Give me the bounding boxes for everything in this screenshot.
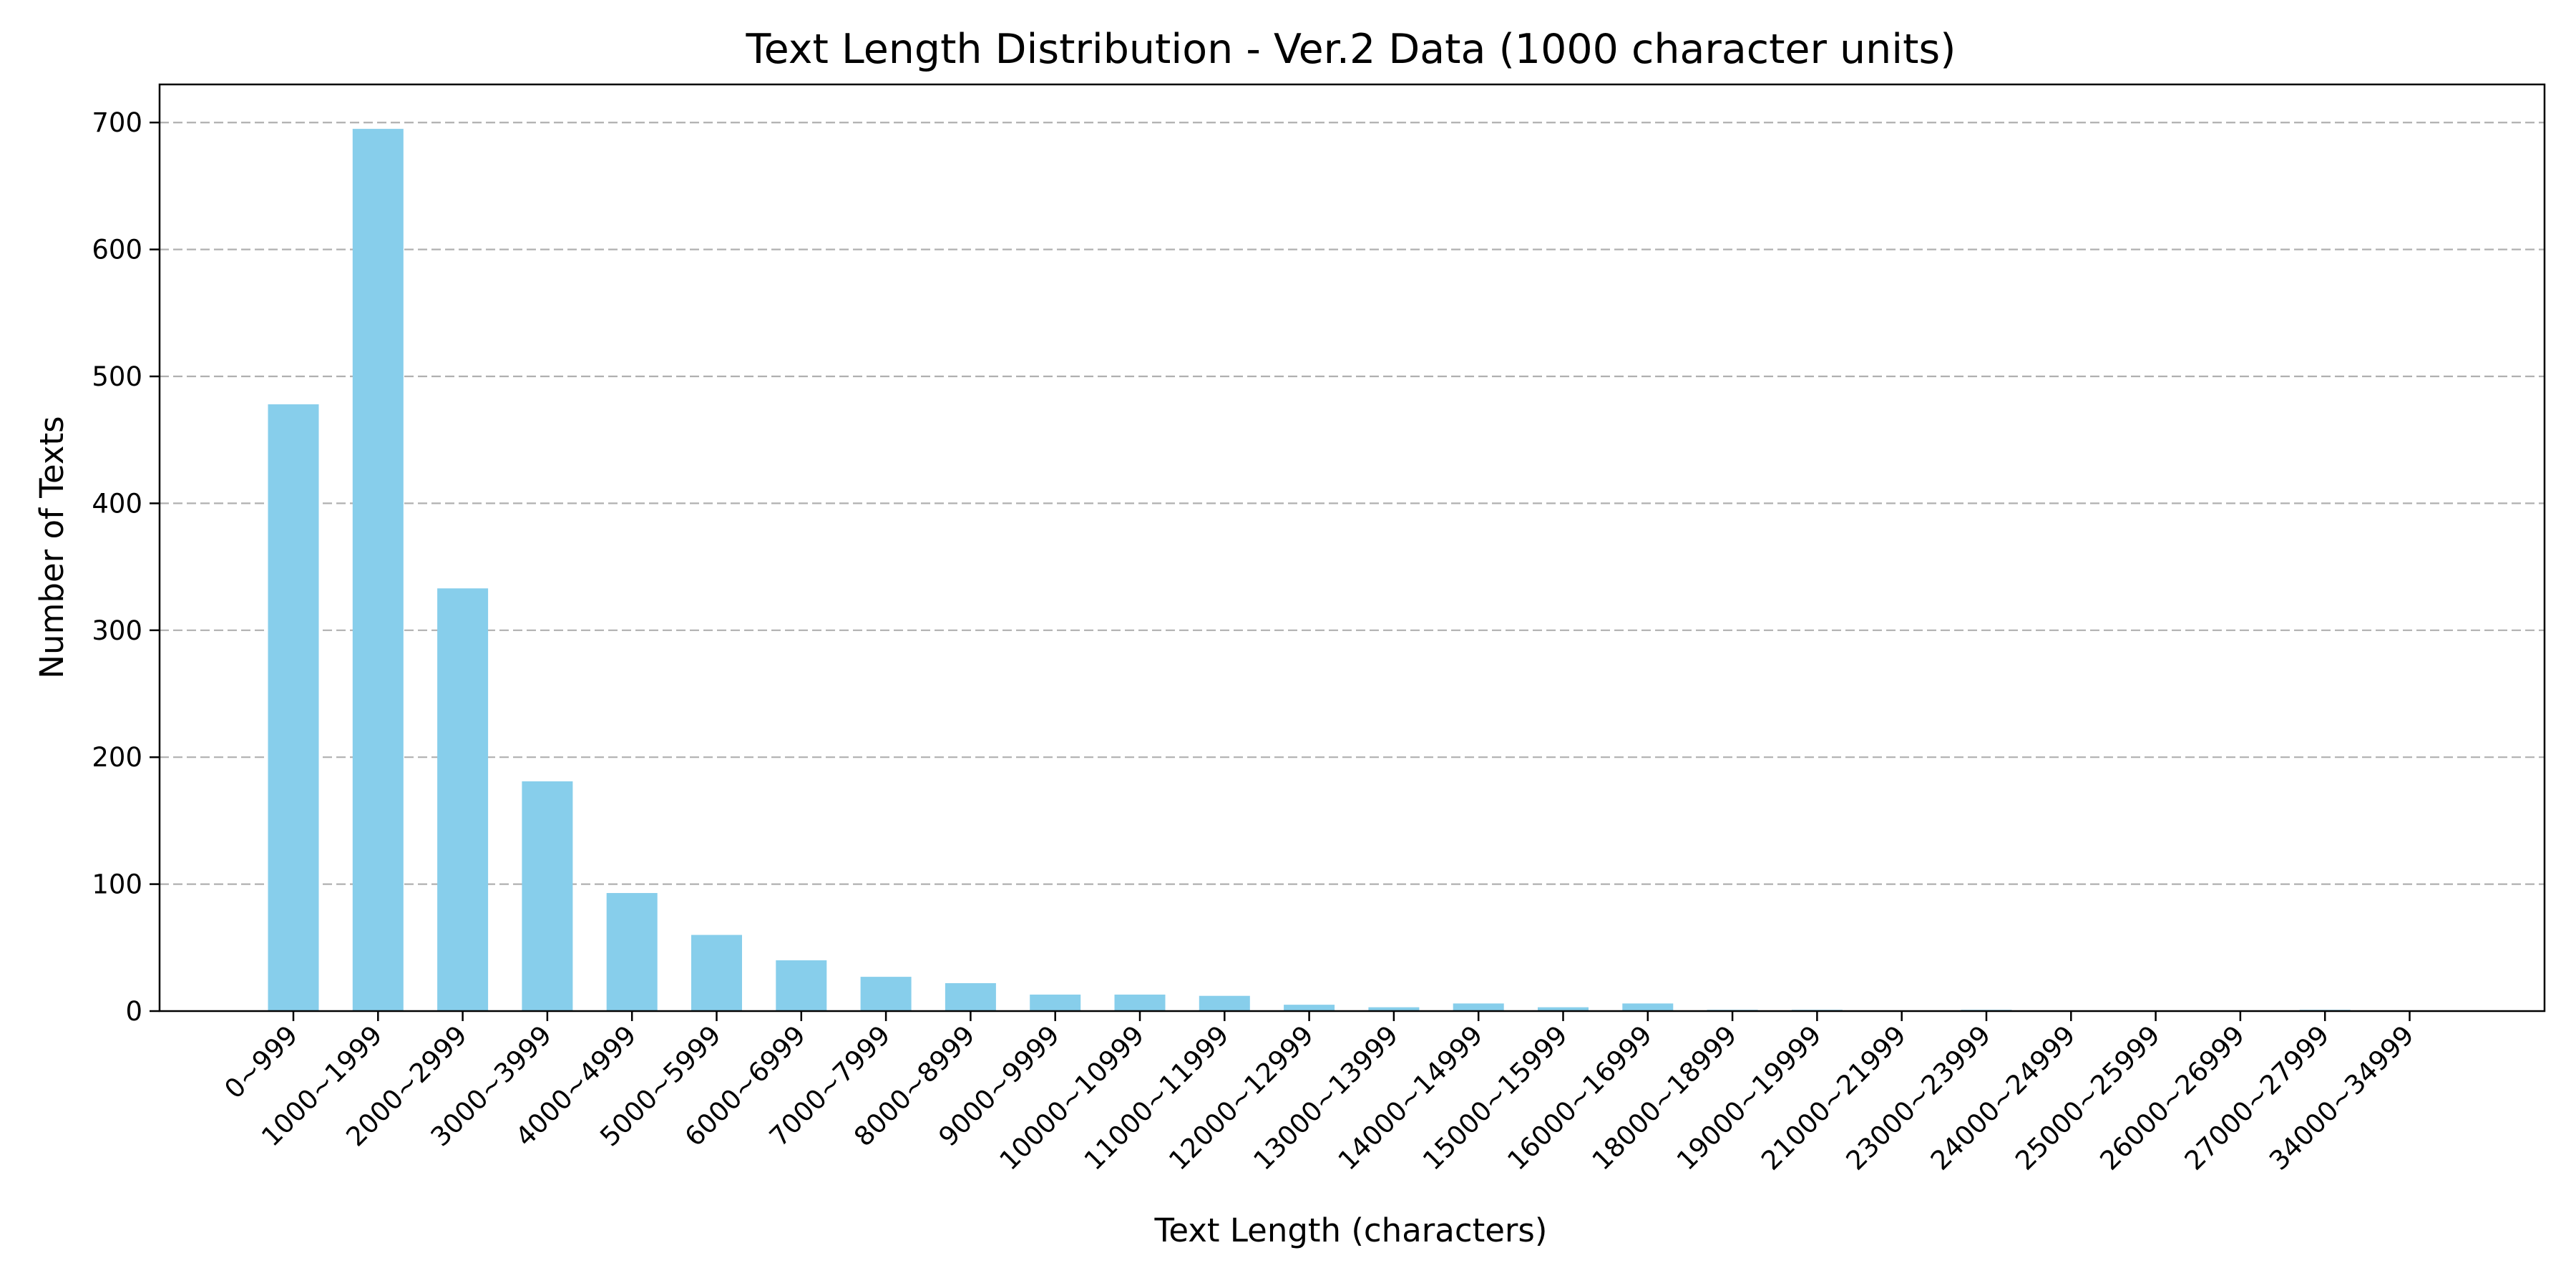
y-tick-label: 100 [92, 869, 142, 900]
x-tick-label: 26000~26999 [2094, 1020, 2250, 1176]
y-axis-label: Number of Texts [33, 416, 71, 678]
x-tick-label: 12000~12999 [1163, 1020, 1319, 1176]
x-tick-label: 13000~13999 [1247, 1020, 1404, 1176]
bar [1199, 995, 1250, 1011]
bar [776, 960, 827, 1011]
x-tick-label: 14000~14999 [1332, 1020, 1489, 1176]
bar [1368, 1007, 1420, 1011]
x-tick-label: 15000~15999 [1417, 1020, 1574, 1176]
gridlines [160, 122, 2545, 885]
bar [1284, 1005, 1335, 1011]
bar [945, 982, 996, 1011]
bar [522, 781, 573, 1011]
bar [1538, 1007, 1589, 1011]
y-axis: 0 100 200 300 400 500 600 700 [92, 107, 160, 1027]
x-tick-label: 23000~23999 [1840, 1020, 1997, 1176]
bar [1030, 994, 1081, 1011]
x-tick-label: 24000~24999 [1925, 1020, 2082, 1176]
bar [437, 588, 489, 1011]
bar [691, 935, 742, 1011]
x-tick-label: 21000~21999 [1755, 1020, 1912, 1176]
chart-title: Text Length Distribution - Ver.2 Data (1… [746, 26, 1956, 73]
y-tick-label: 200 [92, 742, 142, 773]
x-tick-label: 19000~19999 [1671, 1020, 1828, 1176]
bars [268, 129, 2351, 1012]
x-axis: 0~9991000~19992000~29993000~39994000~499… [218, 1011, 2420, 1176]
bar [1453, 1003, 1504, 1011]
x-axis-label: Text Length (characters) [1154, 1211, 1548, 1249]
bar [1622, 1003, 1674, 1011]
x-tick-label: 25000~25999 [2009, 1020, 2166, 1176]
bar [352, 129, 404, 1012]
y-tick-label: 300 [92, 615, 142, 646]
x-tick-label: 27000~27999 [2179, 1020, 2336, 1176]
y-tick-label: 400 [92, 488, 142, 519]
x-tick-label: 0~999 [218, 1020, 303, 1105]
plot-frame [158, 83, 2546, 1013]
x-tick-label: 16000~16999 [1501, 1020, 1658, 1176]
bar [860, 977, 912, 1011]
bar [606, 893, 658, 1011]
y-tick-label: 700 [92, 107, 142, 138]
x-tick-label: 34000~34999 [2263, 1020, 2420, 1176]
x-tick-label: 18000~18999 [1586, 1020, 1743, 1176]
bar [268, 404, 319, 1011]
x-tick-label: 10000~10999 [994, 1020, 1151, 1176]
y-tick-label: 500 [92, 361, 142, 392]
y-tick-label: 600 [92, 235, 142, 265]
y-tick-label: 0 [125, 996, 142, 1027]
bar [1114, 994, 1166, 1011]
x-tick-label: 11000~11999 [1078, 1020, 1235, 1176]
